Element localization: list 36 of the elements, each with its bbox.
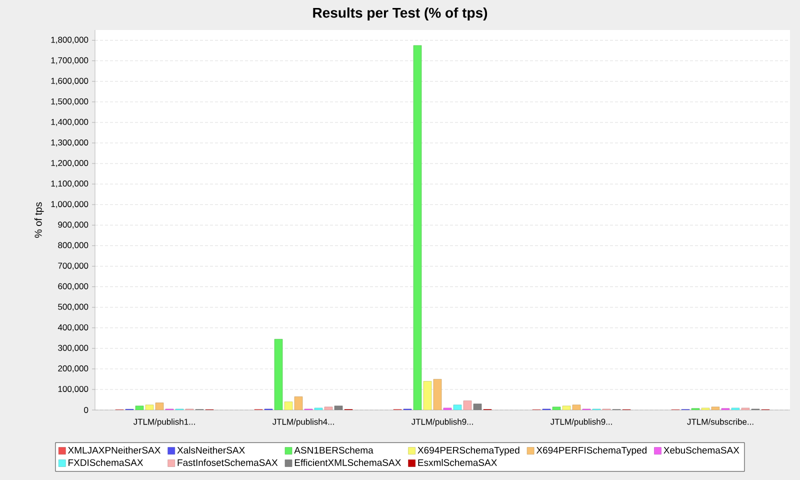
legend-label: X694PERSchemaTyped xyxy=(418,446,520,456)
legend-label: XebuSchemaSAX xyxy=(664,446,740,454)
y-tick-label: 400,000 xyxy=(58,324,88,332)
y-tick-label: 500,000 xyxy=(58,304,88,311)
x-tick-label: JTLM/publish4... xyxy=(272,418,334,426)
legend-label: XMLJAXPNeitherSAX xyxy=(68,446,160,454)
y-tick-label: 600,000 xyxy=(58,283,88,290)
y-tick-label: 0 xyxy=(84,406,88,414)
y-tick-label: 1,000,000 xyxy=(51,201,88,208)
x-tick-label: JTLM/publish1... xyxy=(133,418,195,426)
y-tick-label: 1,200,000 xyxy=(51,160,88,168)
legend-label: FastInfosetSchemaSAX xyxy=(178,459,278,466)
y-tick-label: 900,000 xyxy=(58,222,88,229)
x-tick-label: JTLM/publish9... xyxy=(411,418,473,426)
y-tick-label: 700,000 xyxy=(58,262,88,270)
y-axis-title: % of tps xyxy=(34,202,44,238)
y-tick-label: 1,600,000 xyxy=(51,78,88,85)
y-tick-label: 300,000 xyxy=(58,344,88,352)
legend-label: ASN1BERSchema xyxy=(294,446,374,454)
x-tick-label: JTLM/subscribe... xyxy=(687,418,754,425)
y-tick-label: 1,400,000 xyxy=(51,118,88,126)
y-tick-label: 1,300,000 xyxy=(51,139,88,146)
y-tick-label: 1,500,000 xyxy=(51,98,88,106)
x-tick-label: JTLM/publish9... xyxy=(550,418,612,426)
legend-label: XalsNeitherSAX xyxy=(177,446,245,454)
legend-label: EfficientXMLSchemaSAX xyxy=(294,459,401,466)
legend-label: EsxmlSchemaSAX xyxy=(418,459,497,466)
chart-title: Results per Test (% of tps) xyxy=(313,7,488,21)
y-tick-label: 1,800,000 xyxy=(51,36,88,44)
y-tick-label: 1,700,000 xyxy=(51,57,88,64)
y-tick-label: 1,100,000 xyxy=(51,180,88,188)
legend-label: X694PERFISchemaTyped xyxy=(536,446,646,456)
y-tick-label: 100,000 xyxy=(58,386,88,393)
y-tick-label: 200,000 xyxy=(58,365,88,372)
legend-label: FXDISchemaSAX xyxy=(68,459,144,466)
y-tick-label: 800,000 xyxy=(58,242,88,250)
